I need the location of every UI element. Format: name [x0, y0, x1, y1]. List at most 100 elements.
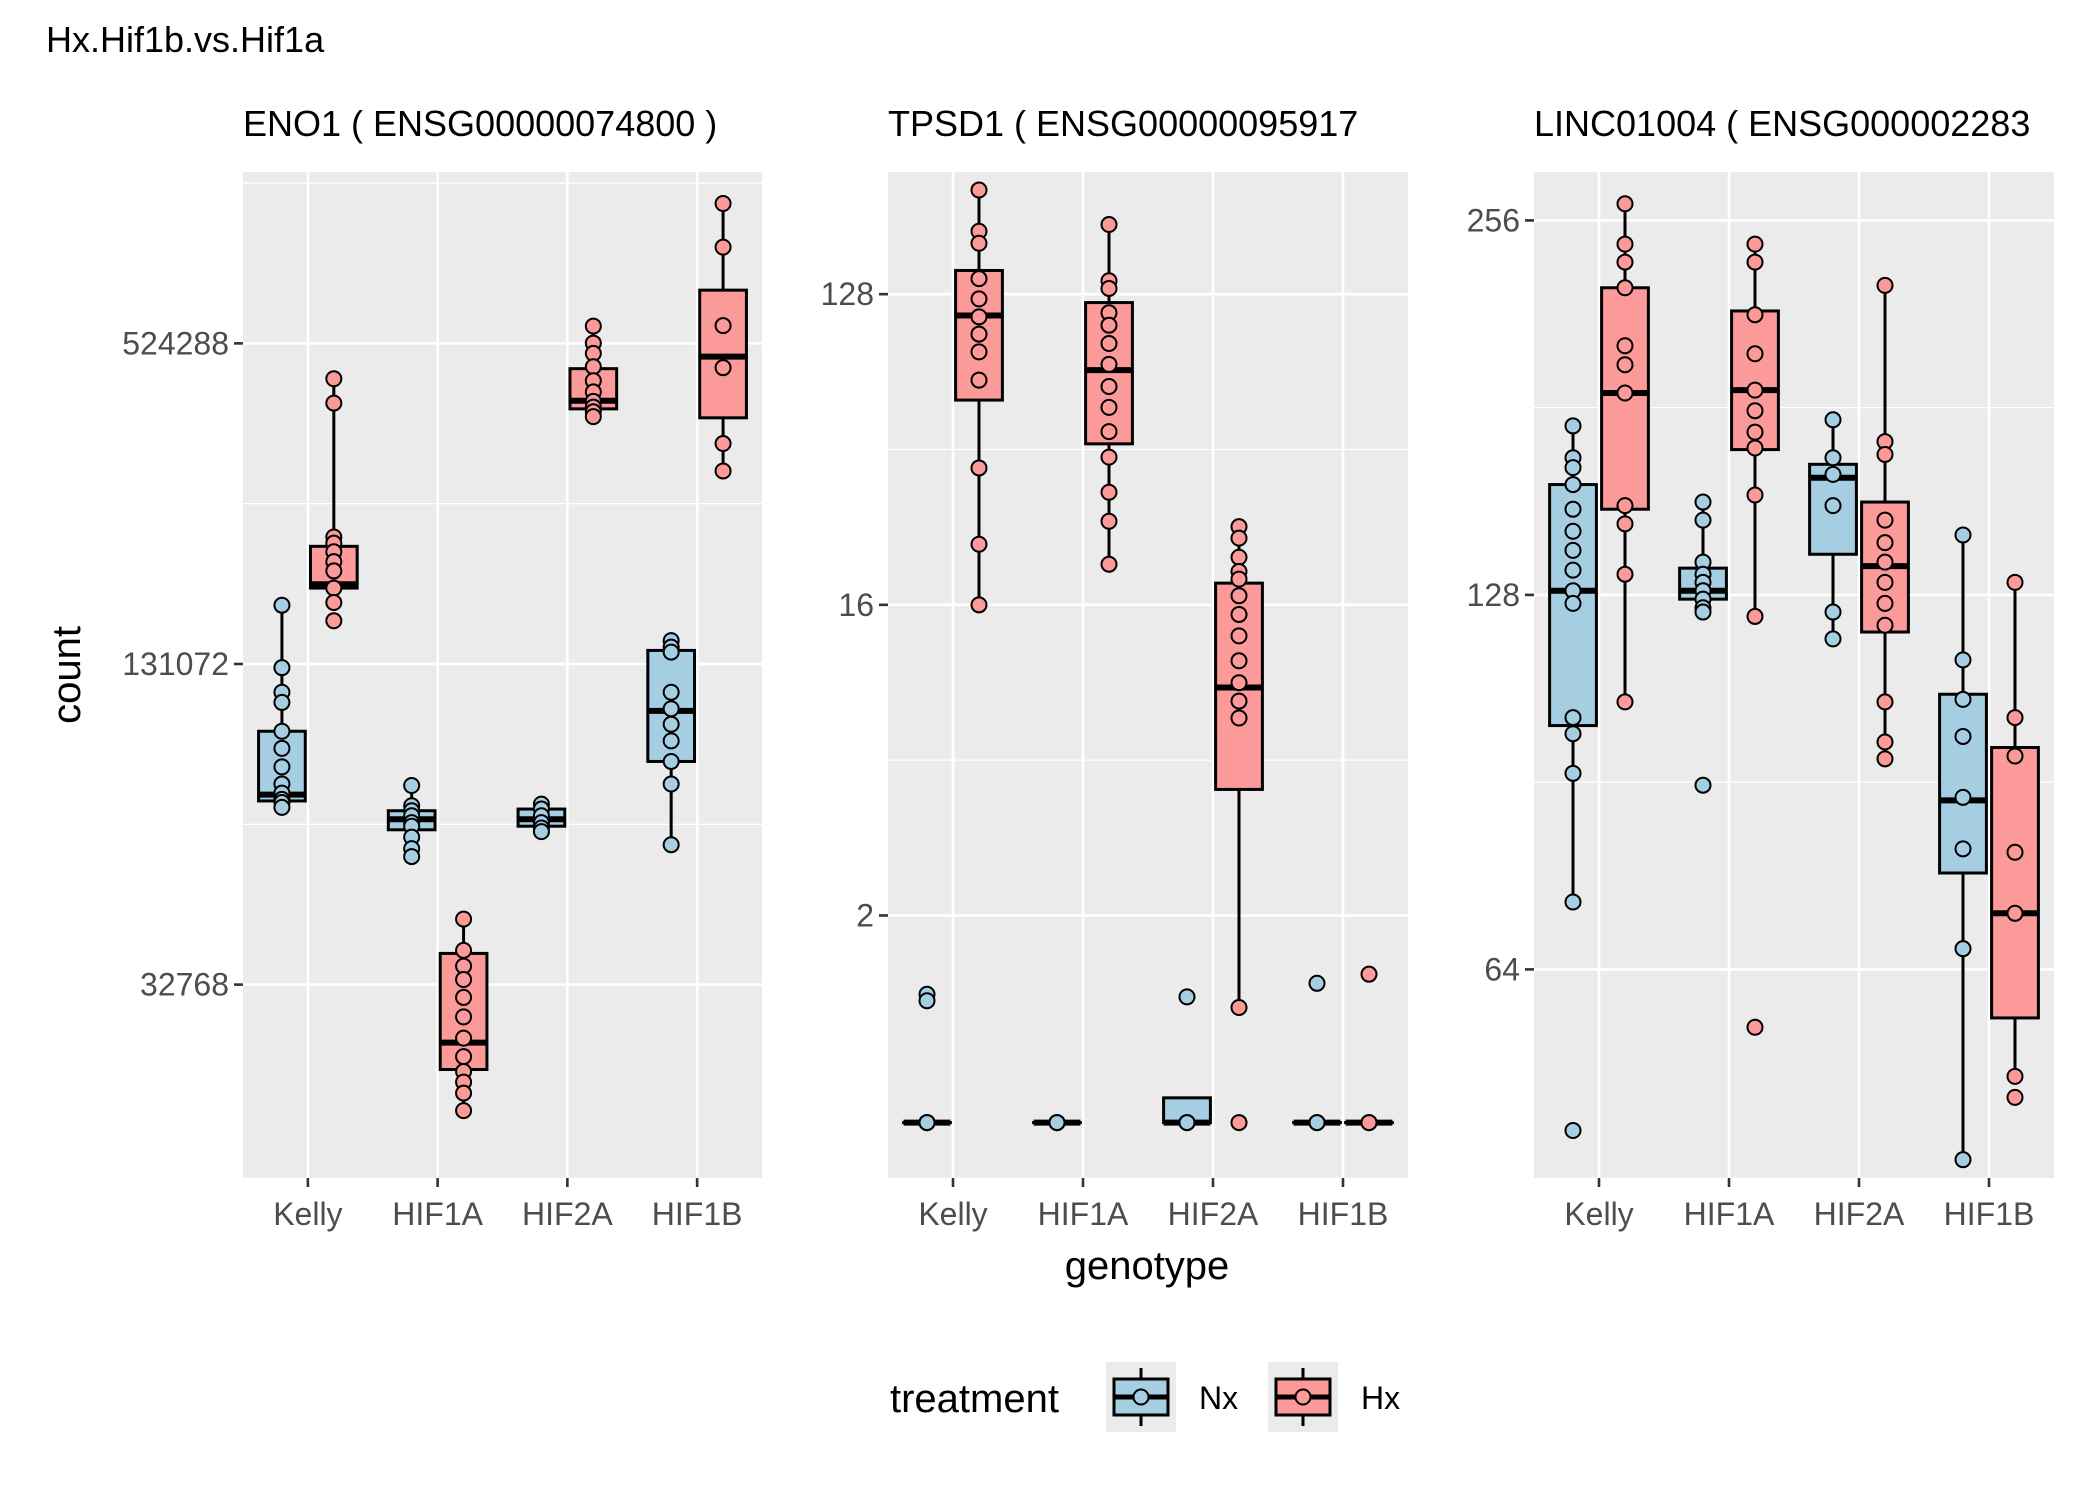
data-point — [1100, 423, 1118, 441]
legend: treatment Nx Hx — [890, 1362, 1400, 1432]
y-tick-label: 16 — [838, 587, 874, 623]
data-point — [1100, 335, 1118, 353]
data-point — [325, 612, 343, 630]
x-tick-label: HIF1B — [1298, 1196, 1389, 1232]
data-point — [1616, 253, 1634, 271]
data-point — [662, 683, 680, 701]
data-point — [918, 992, 936, 1010]
x-tick-label: HIF1B — [652, 1196, 743, 1232]
data-point — [403, 777, 421, 795]
box-Nx-HIF1A — [1032, 1114, 1082, 1132]
data-point — [1746, 345, 1764, 363]
data-point — [273, 596, 291, 614]
data-point — [1230, 570, 1248, 588]
legend-label-Hx: Hx — [1361, 1380, 1400, 1416]
data-point — [1876, 276, 1894, 294]
box-Hx-HIF2A — [568, 317, 619, 426]
data-point — [1746, 1018, 1764, 1036]
box-Nx-HIF2A — [516, 795, 567, 841]
box-Hx-HIF1A — [1084, 216, 1134, 573]
legend-key-Nx — [1106, 1362, 1176, 1432]
data-point — [1876, 750, 1894, 768]
box-Hx-Kelly — [308, 370, 359, 630]
x-tick-label: Kelly — [273, 1196, 342, 1232]
box-Hx-HIF1B — [1344, 965, 1394, 1132]
data-point — [1616, 515, 1634, 533]
panel-3: 64 128 256 Kelly HIF1A HIF2A HIF1B LINC01004 ( … — [1467, 103, 2054, 1232]
panel-title: TPSD1 ( ENSG00000095917 — [888, 103, 1358, 144]
data-point — [662, 700, 680, 718]
data-point — [1954, 840, 1972, 858]
data-point — [1954, 788, 1972, 806]
y-tick-label: 131072 — [122, 646, 229, 682]
data-point — [455, 941, 473, 959]
data-point — [1746, 306, 1764, 324]
data-point — [714, 194, 732, 212]
data-point — [1954, 940, 1972, 958]
box-Hx-Kelly — [954, 181, 1004, 614]
legend-title: treatment — [890, 1377, 1059, 1421]
data-point — [1100, 512, 1118, 530]
box-Nx-HIF2A — [1808, 411, 1858, 648]
data-point — [455, 1102, 473, 1120]
data-point — [1230, 529, 1248, 547]
data-point — [1564, 459, 1582, 477]
data-point — [455, 1084, 473, 1102]
data-point — [584, 317, 602, 335]
data-point — [1694, 776, 1712, 794]
data-point — [1616, 384, 1634, 402]
data-point — [1746, 439, 1764, 457]
data-point — [1100, 377, 1118, 395]
legend-label-Nx: Nx — [1199, 1380, 1238, 1416]
data-point — [1876, 693, 1894, 711]
data-point — [970, 371, 988, 389]
data-point — [1564, 1121, 1582, 1139]
y-axis-title: count — [45, 626, 89, 724]
data-point — [1564, 476, 1582, 494]
data-point — [970, 308, 988, 326]
data-point — [1308, 974, 1326, 992]
data-point — [1100, 355, 1118, 373]
data-point — [1954, 727, 1972, 745]
data-point — [1564, 594, 1582, 612]
box-Nx-HIF1B — [646, 632, 697, 854]
data-point — [970, 459, 988, 477]
data-point — [970, 181, 988, 199]
data-point — [1230, 587, 1248, 605]
data-point — [1564, 725, 1582, 743]
data-point — [273, 739, 291, 757]
y-tick-label: 2 — [856, 897, 874, 933]
data-point — [1954, 1151, 1972, 1169]
data-point — [662, 752, 680, 770]
data-point — [714, 317, 732, 335]
data-point — [1694, 511, 1712, 529]
data-point — [273, 722, 291, 740]
data-point — [1230, 692, 1248, 710]
data-point — [2006, 1088, 2024, 1106]
y-tick-label: 64 — [1484, 951, 1520, 987]
data-point — [455, 1048, 473, 1066]
box-Hx-HIF2A — [1214, 518, 1264, 1132]
data-point — [273, 798, 291, 816]
x-tick-label: HIF2A — [522, 1196, 613, 1232]
data-point — [325, 370, 343, 388]
data-point — [455, 910, 473, 928]
data-point — [403, 848, 421, 866]
box-Nx-HIF2A — [1162, 988, 1212, 1132]
data-point — [2006, 573, 2024, 591]
data-point — [1616, 497, 1634, 515]
data-point — [1230, 709, 1248, 727]
data-point — [1100, 279, 1118, 297]
box-Hx-HIF1A — [1730, 235, 1780, 1036]
data-point — [1360, 1114, 1378, 1132]
data-point — [1616, 693, 1634, 711]
data-point — [1230, 627, 1248, 645]
data-point — [1178, 988, 1196, 1006]
data-point — [714, 435, 732, 453]
data-point — [584, 408, 602, 426]
data-point — [1564, 561, 1582, 579]
data-point — [1824, 465, 1842, 483]
data-point — [2006, 1067, 2024, 1085]
data-point — [1824, 449, 1842, 467]
